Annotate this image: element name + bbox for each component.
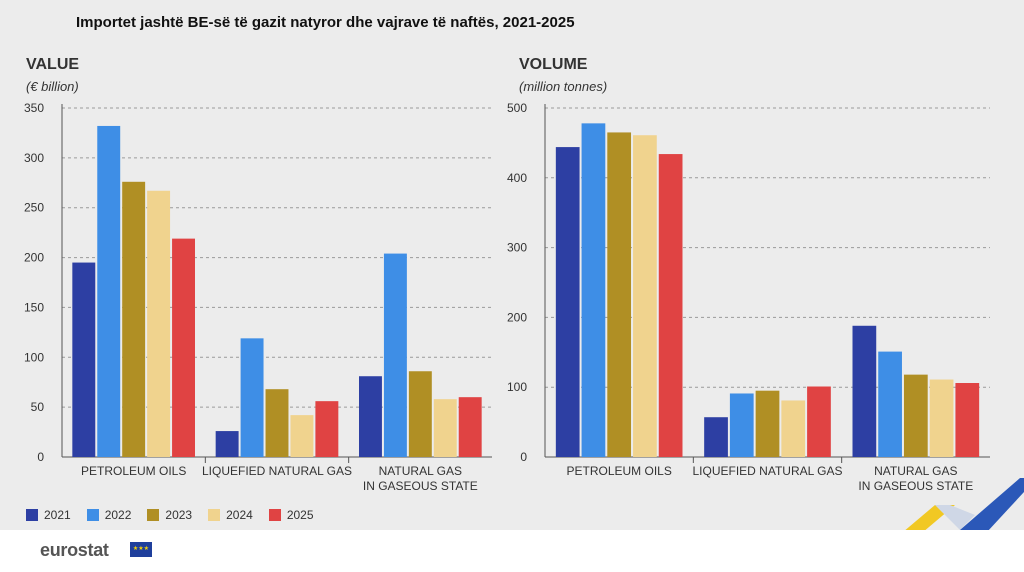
value-bar-2024-0 [147,190,171,457]
volume-bar-2021-0 [555,147,580,457]
value-bar-2021-1 [215,431,239,457]
volume-category-label: PETROLEUM OILS [566,464,671,478]
value-y-tick-label: 200 [24,251,44,265]
volume-bar-2024-1 [781,400,806,457]
value-panel-title: VALUE [26,56,80,73]
volume-y-tick-label: 500 [507,101,527,115]
footer-bar: eurostat ★★★ [0,530,1024,572]
chart-legend: 2021 2022 2023 2024 2025 [26,508,314,522]
value-y-tick-label: 100 [24,350,44,364]
volume-y-tick-label: 100 [507,380,527,394]
chart-title: Importet jashtë BE-së të gazit natyror d… [76,14,575,31]
value-y-tick-label: 350 [24,101,44,115]
value-category-label: PETROLEUM OILS [81,464,186,478]
value-bar-2024-1 [290,415,314,457]
volume-bar-2021-2 [852,325,877,457]
legend-label: 2023 [165,508,193,522]
legend-label: 2025 [286,508,314,522]
value-bar-2022-0 [97,125,121,457]
legend-item-2023: 2023 [147,508,192,522]
volume-bar-2022-2 [878,351,902,457]
eu-flag-icon: ★★★ [130,542,152,557]
value-bar-2023-0 [122,181,146,457]
value-bar-2023-1 [265,389,289,457]
value-category-label: IN GASEOUS STATE [363,479,478,493]
value-bar-2022-1 [240,338,264,457]
volume-bar-2025-0 [658,154,683,457]
volume-bar-2025-2 [955,383,980,457]
value-bar-2024-2 [433,399,457,457]
value-y-tick-label: 250 [24,201,44,215]
legend-swatch [268,509,281,521]
legend-swatch [147,509,160,521]
legend-label: 2021 [44,508,71,522]
legend-label: 2022 [104,508,132,522]
volume-bar-2025-1 [807,386,831,457]
value-category-label: NATURAL GAS [379,464,462,478]
legend-swatch [26,509,38,521]
value-bar-2021-0 [72,262,96,457]
value-y-tick-label: 50 [31,400,45,414]
volume-bar-2021-1 [704,417,728,457]
charts-canvas: 0 50 100 150 200 250 300 350 PETROLEUM OILS LIQUE… [24,101,990,493]
eurostat-logo: eurostat [40,540,109,560]
value-bar-2023-2 [408,371,432,457]
value-bar-2022-2 [383,253,407,457]
value-y-tick-label: 150 [24,300,44,314]
legend-swatch [208,509,221,521]
value-category-label: LIQUEFIED NATURAL GAS [202,464,352,478]
volume-bar-2024-0 [633,135,657,458]
volume-category-label: NATURAL GAS [874,464,957,478]
volume-bar-2023-1 [755,390,780,457]
legend-label: 2024 [226,508,253,522]
legend-item-2022: 2022 [86,508,132,522]
volume-bar-2022-0 [581,123,606,457]
volume-y-tick-label: 400 [507,171,527,185]
legend-item-2021: 2021 [26,508,71,522]
volume-bar-2024-2 [929,379,954,457]
volume-y-tick-label: 0 [520,450,527,464]
volume-bar-2023-2 [903,374,928,457]
legend-swatch [86,509,99,521]
value-panel-unit: (€ billion) [26,79,79,94]
value-bar-2025-0 [172,238,195,457]
value-y-tick-label: 300 [24,151,44,165]
volume-panel-unit: (million tonnes) [519,79,608,94]
legend-item-2025: 2025 [268,508,314,522]
volume-category-label: LIQUEFIED NATURAL GAS [692,464,842,478]
volume-bar-2023-0 [607,132,632,457]
volume-panel-title: VOLUME [519,56,588,73]
volume-category-label: IN GASEOUS STATE [858,479,973,493]
volume-y-tick-label: 200 [507,310,527,324]
value-bar-2025-2 [458,397,482,457]
value-y-tick-label: 0 [37,450,44,464]
volume-y-tick-label: 300 [507,241,527,255]
value-bar-2025-1 [315,401,339,457]
value-bar-2021-2 [359,376,382,457]
legend-item-2024: 2024 [208,508,253,522]
volume-bar-2022-1 [729,393,754,457]
